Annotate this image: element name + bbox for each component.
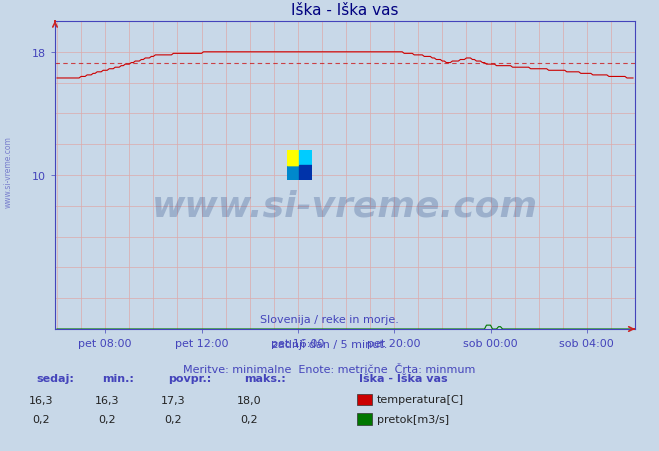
Bar xyxy=(299,166,312,180)
Text: 0,2: 0,2 xyxy=(241,414,258,423)
Text: 18,0: 18,0 xyxy=(237,395,262,405)
Text: 16,3: 16,3 xyxy=(95,395,120,405)
Text: 0,2: 0,2 xyxy=(99,414,116,423)
Text: Meritve: minimalne  Enote: metrične  Črta: minmum: Meritve: minimalne Enote: metrične Črta:… xyxy=(183,364,476,374)
Text: Slovenija / reke in morje.: Slovenija / reke in morje. xyxy=(260,314,399,324)
Polygon shape xyxy=(287,151,299,166)
Text: pretok[m3/s]: pretok[m3/s] xyxy=(377,414,449,423)
Text: 16,3: 16,3 xyxy=(29,395,54,405)
Text: zadnji dan / 5 minut.: zadnji dan / 5 minut. xyxy=(272,339,387,349)
Text: www.si-vreme.com: www.si-vreme.com xyxy=(3,135,13,207)
Text: maks.:: maks.: xyxy=(244,373,285,383)
Text: min.:: min.: xyxy=(102,373,134,383)
Text: povpr.:: povpr.: xyxy=(168,373,212,383)
Text: 17,3: 17,3 xyxy=(161,395,186,405)
Text: sedaj:: sedaj: xyxy=(36,373,74,383)
Text: Iška - Iška vas: Iška - Iška vas xyxy=(359,373,447,383)
Text: 0,2: 0,2 xyxy=(33,414,50,423)
Text: www.si-vreme.com: www.si-vreme.com xyxy=(152,189,538,223)
Polygon shape xyxy=(287,166,299,180)
Title: Iška - Iška vas: Iška - Iška vas xyxy=(291,3,399,18)
Bar xyxy=(287,151,299,166)
Text: 0,2: 0,2 xyxy=(165,414,182,423)
Text: temperatura[C]: temperatura[C] xyxy=(377,394,464,404)
Bar xyxy=(299,151,312,166)
